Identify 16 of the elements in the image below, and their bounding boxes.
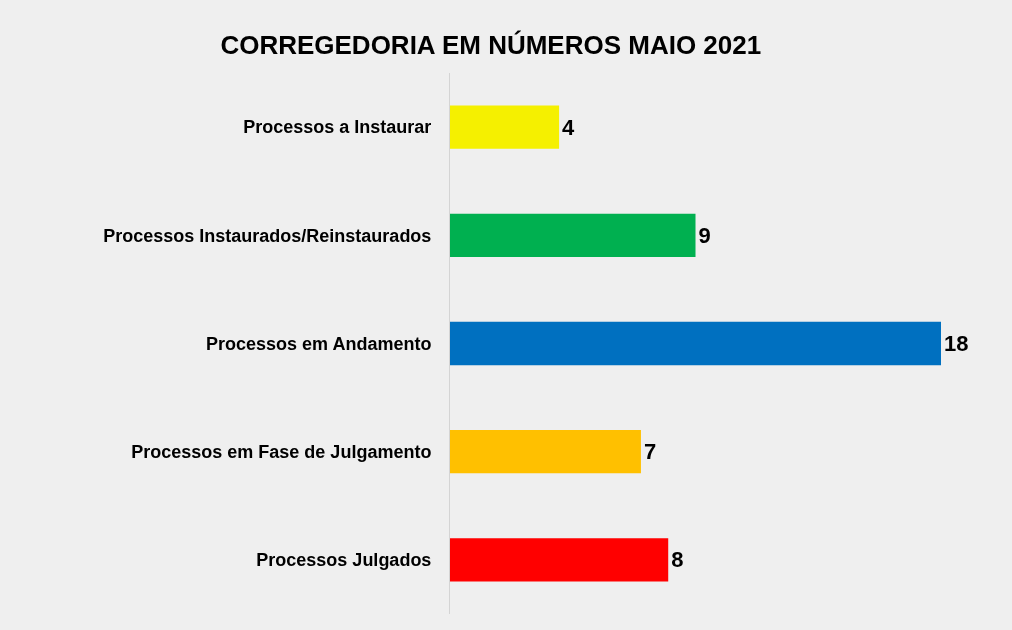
- y-tick-label: Processos a Instaurar: [243, 117, 432, 138]
- y-tick-label: Processos em Andamento: [205, 333, 432, 354]
- chart-title: CORREGEDORIA EM NÚMEROS MAIO 2021: [220, 30, 762, 61]
- data-label: 18: [944, 331, 969, 356]
- data-label: 4: [562, 114, 576, 140]
- data-label: 8: [671, 547, 684, 573]
- data-label: 9: [698, 222, 711, 248]
- y-tick-label: Processos Julgados: [256, 550, 432, 571]
- bar: [450, 213, 696, 257]
- bar: [450, 105, 560, 149]
- y-tick-label: Processos Instaurados/Reinstaurados: [103, 225, 432, 246]
- y-tick-label: Processos em Fase de Julgamento: [131, 442, 432, 462]
- bar: [450, 538, 669, 582]
- bar: [450, 430, 641, 474]
- bar: [450, 321, 941, 366]
- data-label: 7: [643, 439, 657, 465]
